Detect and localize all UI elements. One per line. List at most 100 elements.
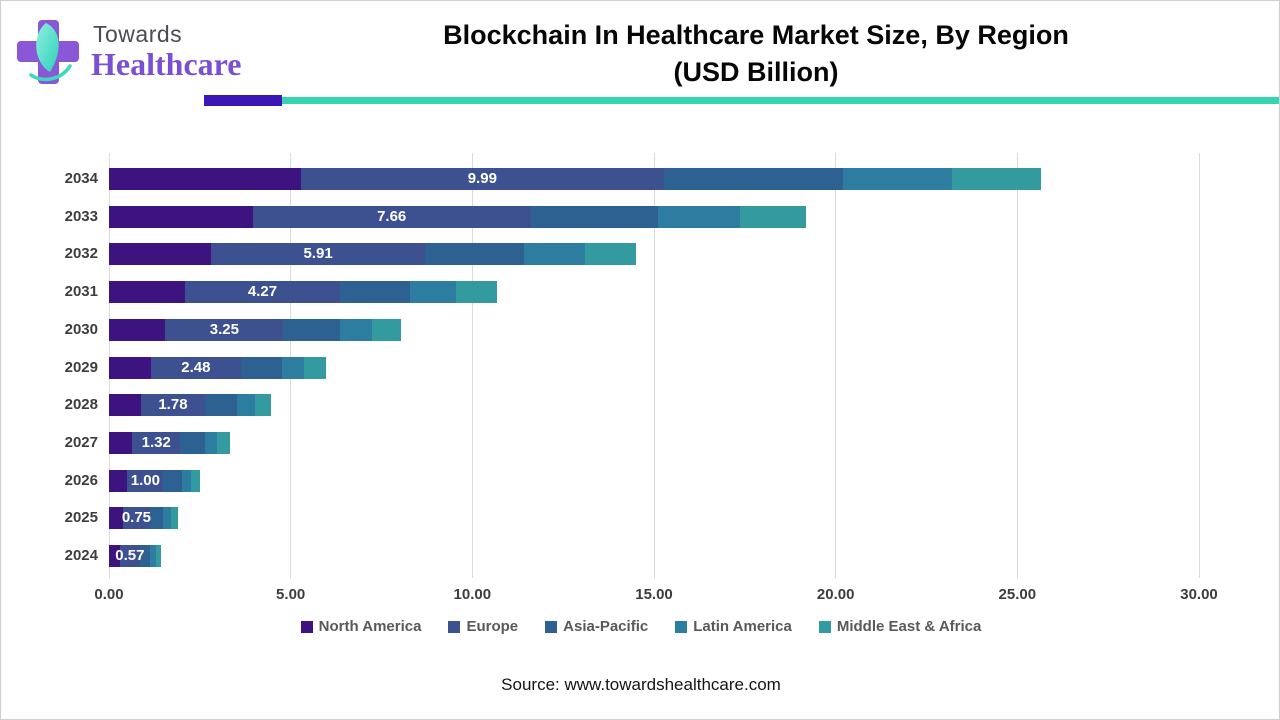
bar-segment xyxy=(425,243,524,266)
bar-segment xyxy=(210,243,426,266)
bar-segment xyxy=(109,431,133,454)
bar-row: 0.75 xyxy=(109,507,178,530)
bar-segment xyxy=(170,507,178,530)
bar-row: 1.00 xyxy=(109,469,201,492)
towards-healthcare-logo: Towards Healthcare xyxy=(15,15,255,93)
x-axis-tick-label: 30.00 xyxy=(1180,586,1218,603)
gridline xyxy=(835,153,837,578)
bar-segment xyxy=(165,318,284,341)
bar-segment xyxy=(217,431,230,454)
chart-title-line1: Blockchain In Healthcare Market Size, By… xyxy=(443,20,1069,50)
x-axis-tick-label: 10.00 xyxy=(453,586,492,603)
bar-row: 3.25 xyxy=(109,318,401,341)
y-axis-year-label: 2031 xyxy=(64,283,98,301)
legend-item-label: Latin America xyxy=(693,618,792,635)
bar-segment xyxy=(150,507,164,530)
y-axis-year-label: 2024 xyxy=(64,547,98,564)
bar-segment xyxy=(109,545,120,567)
bar-segment xyxy=(409,281,457,304)
bar-segment xyxy=(304,356,327,379)
bar-value-label: 0.57 xyxy=(115,547,145,564)
bar-value-label: 5.91 xyxy=(303,245,333,263)
legend-item: Europe xyxy=(448,618,518,635)
source-text: Source: www.towardshealthcare.com xyxy=(501,675,781,694)
bar-segment xyxy=(127,469,164,492)
x-axis-tick-label: 25.00 xyxy=(998,586,1037,603)
healthcare-cross-leaf-icon xyxy=(17,20,79,84)
legend-item: Asia-Pacific xyxy=(545,618,648,635)
bar-segment xyxy=(163,469,182,492)
bar-value-label: 9.99 xyxy=(467,170,497,187)
legend-item-label: Europe xyxy=(466,618,519,635)
legend-item-label: Middle East & Africa xyxy=(836,618,982,635)
bar-segment xyxy=(204,431,218,454)
y-axis-year-label: 2026 xyxy=(64,471,98,489)
bar-segment xyxy=(119,545,141,567)
bar-segment xyxy=(109,394,141,417)
bar-row: 5.91 xyxy=(109,243,637,266)
bar-segment xyxy=(163,507,171,530)
bar-value-label: 4.27 xyxy=(247,283,278,301)
bar-value-label: 3.25 xyxy=(209,320,239,338)
bar-segment xyxy=(530,205,658,228)
bar-segment xyxy=(191,469,201,492)
bar-row: 7.66 xyxy=(109,205,807,228)
bar-row: 2.48 xyxy=(109,356,327,379)
plot-area: 0.00 5.00 10.00 15.00 20.00 25.00 30.00 9.99 7.6… xyxy=(94,153,1218,603)
bar-segment xyxy=(184,281,341,304)
logo-text-healthcare: Healthcare xyxy=(91,46,242,82)
bar-value-label: 2.48 xyxy=(181,358,211,376)
bar-segment xyxy=(205,394,237,417)
gridline xyxy=(471,153,473,578)
y-axis-year-label: 2027 xyxy=(64,433,98,451)
bar-segment xyxy=(132,431,181,454)
bar-segment xyxy=(236,394,255,417)
bar-segment xyxy=(584,243,637,266)
bar-segment xyxy=(109,356,151,379)
bar-segment xyxy=(739,205,807,228)
bar-segment xyxy=(523,243,585,266)
legend-swatch-icon xyxy=(448,620,461,633)
bar-segment xyxy=(842,168,952,190)
bar-segment xyxy=(371,318,401,341)
bar-value-label: 7.66 xyxy=(377,207,407,225)
legend-swatch-icon xyxy=(300,620,313,633)
bar-segment xyxy=(657,205,740,228)
legend: North America Europe Asia-Pacific Latin Ame… xyxy=(1,618,1279,635)
gridline xyxy=(653,153,655,578)
bar-segment xyxy=(951,168,1041,190)
bar-segment xyxy=(240,356,282,379)
bar-segment xyxy=(122,507,151,530)
legend-item: Latin America xyxy=(675,618,792,635)
legend-item: North America xyxy=(300,618,422,635)
bar-segment xyxy=(109,205,253,228)
x-axis-tick-label: 20.00 xyxy=(816,586,855,603)
header-divider-purple xyxy=(204,95,282,106)
bar-segment xyxy=(281,356,305,379)
bar-segment xyxy=(109,281,185,304)
y-axis-year-label: 2033 xyxy=(64,207,98,225)
bar-segment xyxy=(180,431,205,454)
x-axis-tick-label: 5.00 xyxy=(276,586,306,603)
bar-segment xyxy=(109,318,166,341)
bar-segment xyxy=(109,168,301,190)
chart-title: Blockchain In Healthcare Market Size, By… xyxy=(241,17,1271,91)
y-axis-year-label: 2030 xyxy=(64,320,98,338)
bar-value-label: 1.32 xyxy=(141,433,171,451)
bar-segment xyxy=(150,545,156,567)
x-axis-tick-label: 15.00 xyxy=(635,586,673,603)
bar-segment xyxy=(150,356,241,379)
bar-segment xyxy=(140,394,206,417)
gridline xyxy=(1198,153,1200,578)
legend-swatch-icon xyxy=(545,620,558,633)
bar-segment xyxy=(140,545,151,567)
bar-segment xyxy=(109,243,211,266)
bar-segment xyxy=(300,168,664,190)
bar-segment xyxy=(340,281,410,304)
legend-item-label: North America xyxy=(318,618,422,635)
y-axis-year-label: 2034 xyxy=(64,170,98,187)
bar-segment xyxy=(339,318,372,341)
bar-segment xyxy=(456,281,497,304)
bar-segment xyxy=(109,507,123,530)
